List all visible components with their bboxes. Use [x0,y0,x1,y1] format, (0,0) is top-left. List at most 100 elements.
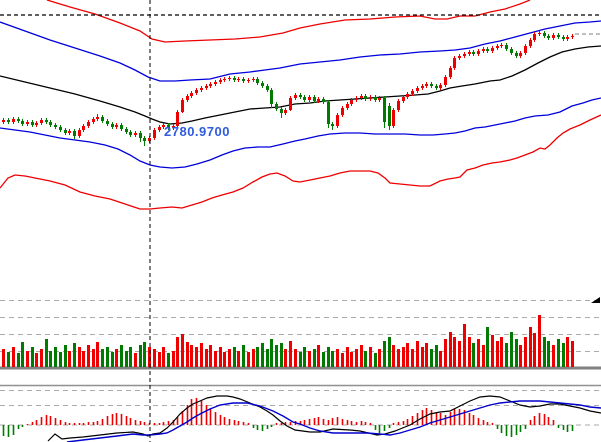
volume-bar [486,327,489,367]
volume-bar [40,349,43,367]
volume-bar [237,351,240,367]
candle-body [205,86,208,88]
candle-body [322,99,325,102]
candle-body [505,45,508,49]
candle-body [78,130,81,136]
candle-body [2,120,5,122]
volume-bar [129,347,132,367]
volume-bar [284,349,287,367]
candle-body [195,90,198,93]
candle-body [237,79,240,80]
volume-bar [402,347,405,367]
candle-body [496,46,499,48]
volume-bar [172,351,175,367]
candle-body [364,96,367,99]
volume-bar [571,341,574,367]
volume-bar [477,339,480,367]
candle-body [247,80,250,81]
volume-bar [449,332,452,367]
volume-bar [317,345,320,367]
volume-bar [299,352,302,367]
candle-body [529,40,532,46]
candle-body [280,109,283,113]
volume-bar [425,343,428,367]
candle-body [515,53,518,56]
volume-bar [500,337,503,367]
volume-bar [162,347,165,367]
volume-bar [346,347,349,367]
volume-bar [533,333,536,367]
candle-body [153,130,156,138]
volume-bar [31,347,34,367]
ma-line-black [0,45,601,125]
candle-body [219,80,222,82]
volume-bar [158,352,161,367]
volume-bar [444,339,447,367]
candle-body [261,83,264,86]
candle-body [397,101,400,110]
candle-body [510,49,513,53]
volume-bar [214,351,217,367]
volume-bar [54,347,57,367]
volume-bar [78,347,81,367]
volume-bar [73,343,76,367]
band-lower-red [0,114,601,210]
volume-bar [453,337,456,367]
band-upper-red [46,0,531,43]
candle-body [275,104,278,109]
volume-bar [289,341,292,367]
volume-bar [252,349,255,367]
candle-body [435,86,438,88]
volume-bar [327,347,330,367]
candle-body [284,110,287,113]
candle-body [341,108,344,115]
candle-body [392,110,395,126]
volume-bar [557,339,560,367]
volume-bar [397,349,400,367]
volume-bar [219,347,222,367]
candle-body [134,133,137,135]
volume-bar [256,347,259,367]
volume-bar [463,324,466,367]
candle-body [331,124,334,126]
candle-body [566,37,569,39]
candle-body [68,131,71,133]
volume-bar [331,351,334,367]
volume-bar [566,337,569,367]
candle-body [190,93,193,96]
candle-body [82,126,85,130]
volume-bar [378,349,381,367]
candle-body [374,97,377,100]
volume-bar [139,345,142,367]
volume-bar [350,352,353,367]
candle-body [59,127,62,130]
volume-bar [383,341,386,367]
volume-bar [82,351,85,367]
volume-bar [68,351,71,367]
candle-body [449,68,452,77]
candle-body [533,34,536,40]
volume-bar [355,349,358,367]
candle-body [519,53,522,56]
candle-body [223,79,226,80]
volume-bar [111,352,114,367]
volume-bar [472,343,475,367]
candle-body [336,115,339,126]
candle-body [242,79,245,81]
volume-bar [134,353,137,367]
volume-bar [195,347,198,367]
volume-bar [529,327,532,367]
volume-bar [176,337,179,367]
candle-body [543,33,546,36]
band-lower-blue [0,97,601,169]
volume-bar [205,349,208,367]
volume-bar [458,341,461,367]
candle-body [111,124,114,127]
candle-body [406,94,409,97]
candle-body [233,78,236,80]
candle-body [313,97,316,101]
volume-bar [242,345,245,367]
volume-bar [186,342,189,367]
